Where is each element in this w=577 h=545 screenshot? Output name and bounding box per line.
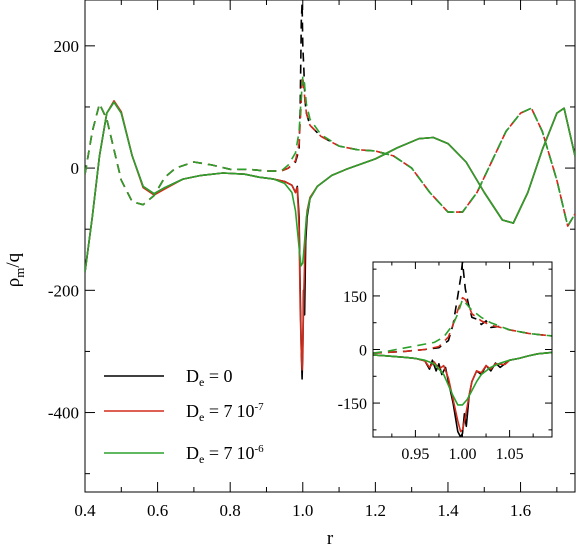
inset-y-tick-label-1: 0 [359,343,367,360]
inset-series-line-3 [373,296,552,354]
main-series-line-3 [85,75,575,227]
main-y-tick-label-3: -400 [48,404,79,423]
inset-series-group [373,262,552,437]
inset-x-tick-label-2: 1.05 [496,446,524,463]
main-axis-ticks: 0.4 0.6 0.8 1.0 1.2 1.4 1.6 200 0 -200 -400 [48,0,575,520]
inset-x-tick-label-0: 0.95 [401,446,429,463]
inset-x-tick-label-1: 1.00 [449,446,477,463]
y-axis-label: ρm/q [3,252,27,287]
plot-frame [84,0,576,493]
main-y-tick-label-2: -200 [48,281,79,300]
main-x-tick-label-1: 0.6 [147,501,168,520]
legend: De = 0 De = 7 10-7 De = 7 10-6 [104,366,264,466]
legend-entry-2: De = 7 10-6 [186,443,264,466]
inset-y-tick-label-0: 150 [343,289,367,306]
main-x-tick-label-4: 1.2 [365,501,386,520]
main-y-tick-label-0: 200 [54,37,80,56]
inset-series-line-4 [373,351,552,406]
main-x-tick-label-0: 0.4 [74,501,96,520]
main-series-line-1 [85,2,575,227]
main-x-tick-label-2: 0.8 [220,501,241,520]
main-y-tick-label-1: 0 [71,159,80,178]
legend-entry-0: De = 0 [186,366,232,389]
main-x-tick-label-5: 1.4 [437,501,459,520]
inset-axis-ticks: 0.95 1.00 1.05 150 0 -150 [338,262,552,463]
main-series-group [85,2,575,380]
y-axis-label-tail: /q [3,252,24,267]
x-axis-label: r [327,528,334,545]
inset-series-line-2 [373,351,552,433]
main-series-line-4 [85,101,575,273]
y-axis-label-sub: m [12,268,27,278]
inset-background [373,262,552,437]
main-series-line-5 [85,75,575,227]
y-axis-label-main: ρ [3,278,24,287]
main-x-tick-label-3: 1.0 [292,501,313,520]
legend-entry-1: De = 7 10-7 [186,401,264,424]
main-x-tick-label-6: 1.6 [510,501,531,520]
inset-series-line-5 [373,298,552,354]
inset-y-tick-label-2: -150 [338,396,367,413]
